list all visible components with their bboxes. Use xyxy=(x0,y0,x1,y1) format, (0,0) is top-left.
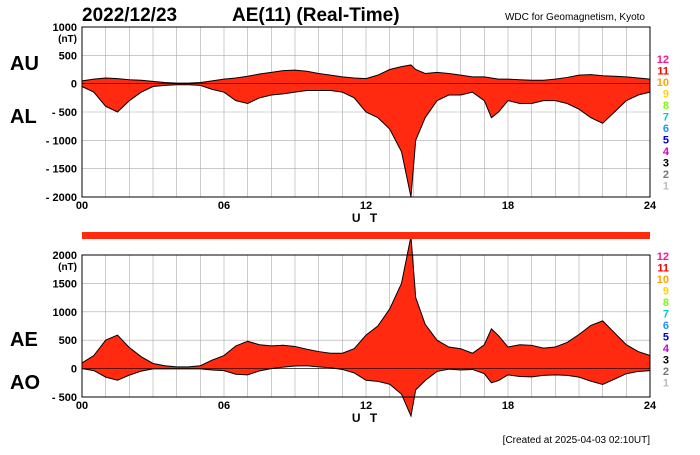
x-tick-label: 18 xyxy=(502,200,514,212)
station-number: 7 xyxy=(663,309,669,321)
x-tick-label: 06 xyxy=(218,400,230,412)
station-number: 12 xyxy=(657,54,669,66)
ao-label: AO xyxy=(10,372,40,394)
series-line-ae xyxy=(81,236,651,368)
y-tick-label: 500 xyxy=(59,335,77,347)
series-line-al xyxy=(81,84,651,198)
station-number: 8 xyxy=(663,297,669,309)
chart-title: AE(11) (Real-Time) xyxy=(232,5,400,26)
station-number: 2 xyxy=(663,366,669,378)
y-tick-label: 0 xyxy=(71,364,77,376)
x-tick-label: 18 xyxy=(502,400,514,412)
station-number: 8 xyxy=(663,100,669,112)
station-number: 1 xyxy=(663,378,669,390)
area-fill xyxy=(82,64,650,197)
x-tick-label: 24 xyxy=(644,200,657,212)
station-number: 9 xyxy=(663,286,669,298)
x-tick-label: 00 xyxy=(76,400,88,412)
plot-frame xyxy=(81,254,651,398)
station-number: 3 xyxy=(663,355,669,367)
station-number: 3 xyxy=(663,158,669,170)
x-tick-label: 06 xyxy=(218,200,230,212)
station-number: 5 xyxy=(663,332,669,344)
au-label: AU xyxy=(10,53,39,75)
y-tick-label: 1000 xyxy=(53,307,77,319)
station-number: 7 xyxy=(663,112,669,124)
station-number: 6 xyxy=(663,123,669,135)
ae-label: AE xyxy=(10,329,38,351)
station-number: 4 xyxy=(663,343,670,355)
y-tick-label: - 1000 xyxy=(46,135,77,147)
station-number: 11 xyxy=(657,66,669,78)
y-tick-label: - 2000 xyxy=(46,192,77,204)
x-axis-label: U T xyxy=(352,411,380,425)
station-number: 10 xyxy=(657,274,669,286)
station-number: 1 xyxy=(663,181,669,193)
station-number: 2 xyxy=(663,169,669,181)
x-tick-label: 24 xyxy=(644,400,657,412)
au-al-panel: 1000 500 0 - 500 - 1000 - 1500 - 2000 (nT) 00 06 1… xyxy=(46,22,670,225)
al-label: AL xyxy=(10,106,37,128)
y-tick-label: 1500 xyxy=(53,278,77,290)
y-tick-label: - 500 xyxy=(52,392,77,404)
created-timestamp: [Created at 2025-04-03 02:10UT] xyxy=(503,435,651,446)
y-tick-label: - 1500 xyxy=(46,164,77,176)
station-number: 10 xyxy=(657,77,669,89)
y-tick-label: - 500 xyxy=(52,107,77,119)
station-number: 12 xyxy=(657,251,669,263)
x-tick-label: 00 xyxy=(76,200,88,212)
station-number: 4 xyxy=(663,146,670,158)
date-label: 2022/12/23 xyxy=(82,5,177,26)
station-number: 6 xyxy=(663,320,669,332)
x-tick-label: 12 xyxy=(360,200,372,212)
y-unit-label: (nT) xyxy=(58,262,77,273)
y-tick-label: 0 xyxy=(71,79,77,91)
organization-label: WDC for Geomagnetism, Kyoto xyxy=(505,12,645,23)
y-tick-label: 1000 xyxy=(53,22,77,34)
y-unit-label: (nT) xyxy=(58,34,77,45)
series-line-au xyxy=(81,64,651,84)
station-number: 9 xyxy=(663,89,669,101)
coverage-bar xyxy=(82,232,650,239)
x-axis-label: U T xyxy=(352,211,380,225)
station-number: 5 xyxy=(663,135,669,147)
y-tick-label: 500 xyxy=(59,50,77,62)
station-number: 11 xyxy=(657,263,669,275)
plot-frame xyxy=(81,26,651,198)
x-tick-label: 12 xyxy=(360,400,372,412)
y-tick-label: 2000 xyxy=(53,250,77,262)
area-fill xyxy=(82,236,650,417)
